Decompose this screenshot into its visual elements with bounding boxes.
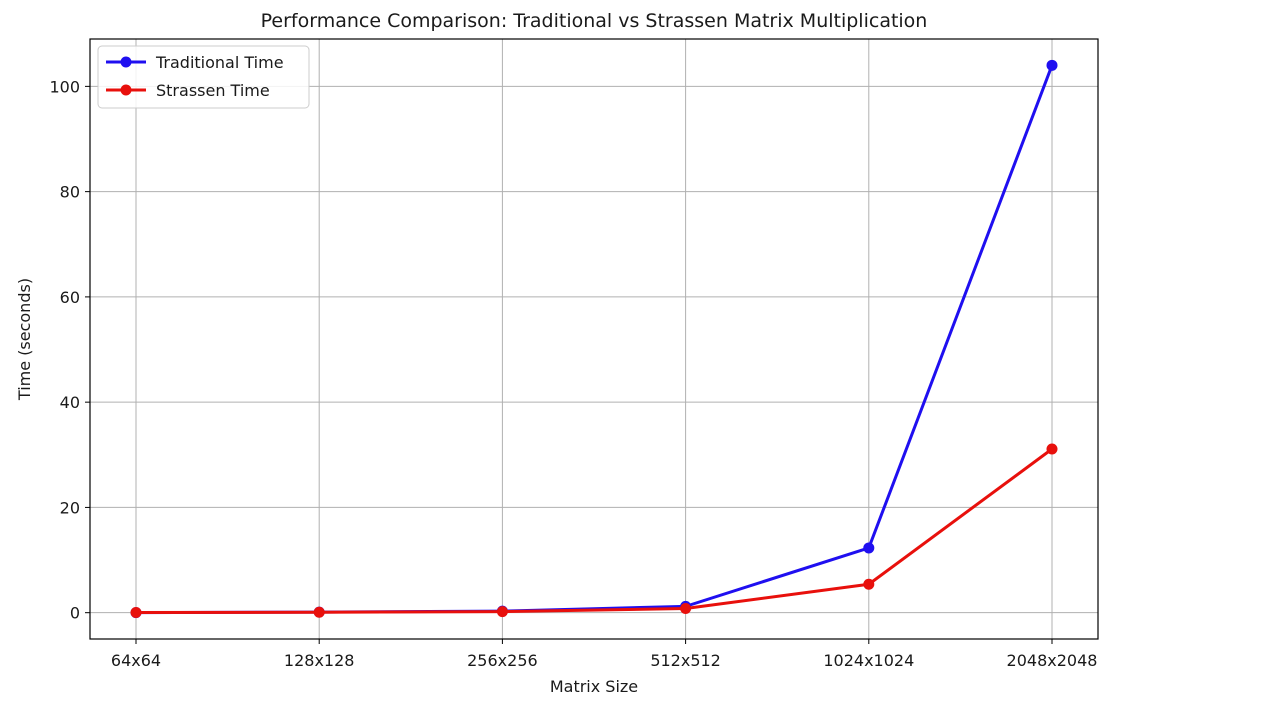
plot-frame <box>89 38 1099 640</box>
y-tick-label: 0 <box>70 604 80 623</box>
legend-item: Traditional Time <box>106 53 284 72</box>
data-point <box>130 607 142 619</box>
y-tick-label: 80 <box>60 183 80 202</box>
data-point <box>863 542 875 554</box>
series-strassen <box>130 443 1058 619</box>
series-layer <box>130 59 1058 619</box>
legend-marker <box>120 56 132 68</box>
x-tick-label: 512x512 <box>650 651 721 670</box>
y-axis-label: Time (seconds) <box>15 278 34 401</box>
legend-item: Strassen Time <box>106 81 270 100</box>
series-traditional <box>130 59 1058 619</box>
series-line <box>135 64 1054 615</box>
y-tick-label: 40 <box>60 393 80 412</box>
data-point <box>680 602 692 614</box>
x-tick-label: 64x64 <box>111 651 161 670</box>
y-tick-label: 100 <box>49 77 80 96</box>
y-tick-label: 60 <box>60 288 80 307</box>
x-tick-label: 2048x2048 <box>1007 651 1098 670</box>
data-point <box>313 606 325 618</box>
x-tick-label: 1024x1024 <box>823 651 914 670</box>
x-axis-label: Matrix Size <box>550 677 638 696</box>
legend-label: Traditional Time <box>155 53 284 72</box>
data-point <box>863 578 875 590</box>
y-tick-label: 20 <box>60 498 80 517</box>
legend-marker <box>120 84 132 96</box>
data-point <box>1046 443 1058 455</box>
tick-layer: 64x64 128x128 256x256 512x512 1024x1024 2048x… <box>49 77 1097 670</box>
x-tick-label: 128x128 <box>284 651 355 670</box>
legend-box <box>97 45 310 109</box>
legend: Traditional Time Strassen Time <box>97 45 310 109</box>
data-point <box>496 606 508 618</box>
chart-title: Performance Comparison: Traditional vs S… <box>261 10 928 32</box>
data-point <box>1046 59 1058 71</box>
legend-label: Strassen Time <box>156 81 270 100</box>
series-line <box>135 447 1053 615</box>
x-tick-label: 256x256 <box>467 651 538 670</box>
